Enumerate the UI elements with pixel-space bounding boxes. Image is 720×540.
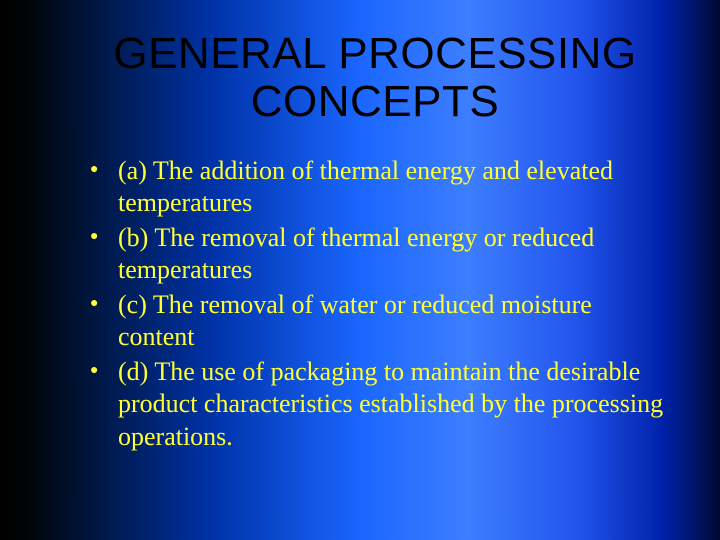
slide-container: GENERAL PROCESSING CONCEPTS (a) The addi… [0, 0, 720, 540]
list-item: (a) The addition of thermal energy and e… [90, 155, 670, 220]
list-item: (c) The removal of water or reduced mois… [90, 289, 670, 354]
bullet-list: (a) The addition of thermal energy and e… [80, 155, 670, 454]
list-item: (d) The use of packaging to maintain the… [90, 356, 670, 454]
list-item: (b) The removal of thermal energy or red… [90, 222, 670, 287]
slide-title: GENERAL PROCESSING CONCEPTS [80, 30, 670, 127]
